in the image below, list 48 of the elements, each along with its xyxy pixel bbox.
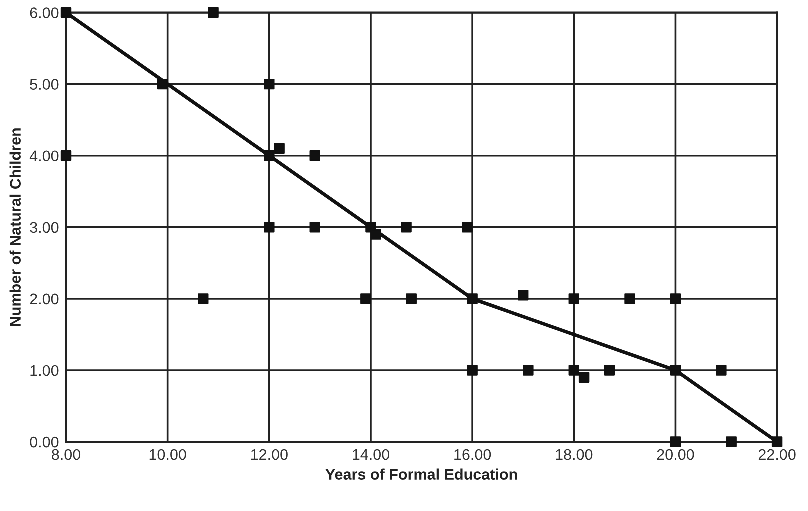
point: [523, 365, 534, 376]
y-tick-label: 6.00: [30, 8, 59, 18]
point: [274, 143, 285, 154]
y-axis-title: Number of Natural Children: [10, 128, 22, 326]
x-tick-label: 22.00: [758, 449, 796, 460]
point: [670, 436, 682, 448]
point: [467, 365, 478, 376]
point: [360, 294, 372, 304]
x-tick-label: 12.00: [251, 449, 288, 460]
point: [604, 365, 616, 376]
point: [568, 294, 580, 304]
point: [264, 150, 275, 162]
y-tick-label: 0.00: [30, 436, 59, 448]
point: [518, 290, 529, 301]
point: [208, 7, 219, 18]
x-tick-label: 18.00: [556, 449, 593, 460]
x-tick-label: 16.00: [454, 449, 492, 460]
point: [670, 365, 682, 376]
point: [264, 78, 275, 90]
point: [670, 294, 682, 304]
point: [401, 222, 412, 233]
point: [370, 229, 382, 240]
point: [157, 78, 168, 90]
point: [462, 222, 473, 233]
point: [568, 365, 580, 376]
x-tick-label: 8.00: [52, 449, 81, 460]
y-tick-label: 3.00: [30, 222, 59, 234]
y-tick-label: 1.00: [30, 365, 59, 376]
point: [310, 222, 320, 233]
point: [264, 222, 275, 233]
point: [624, 294, 636, 304]
point: [310, 150, 320, 162]
x-axis-title: Years of Formal Education: [326, 468, 518, 480]
y-tick-label: 4.00: [30, 150, 59, 162]
point: [578, 372, 590, 383]
y-tick-label: 5.00: [30, 79, 59, 90]
point: [467, 294, 478, 304]
point: [60, 7, 72, 18]
x-tick-label: 20.00: [657, 449, 694, 460]
point: [772, 436, 783, 448]
point: [60, 150, 72, 162]
point: [406, 294, 417, 304]
x-tick-label: 14.00: [353, 449, 390, 460]
x-tick-label: 10.00: [150, 449, 186, 460]
point: [198, 294, 209, 304]
point: [726, 436, 737, 448]
point: [716, 365, 727, 376]
y-tick-label: 2.00: [30, 294, 59, 305]
